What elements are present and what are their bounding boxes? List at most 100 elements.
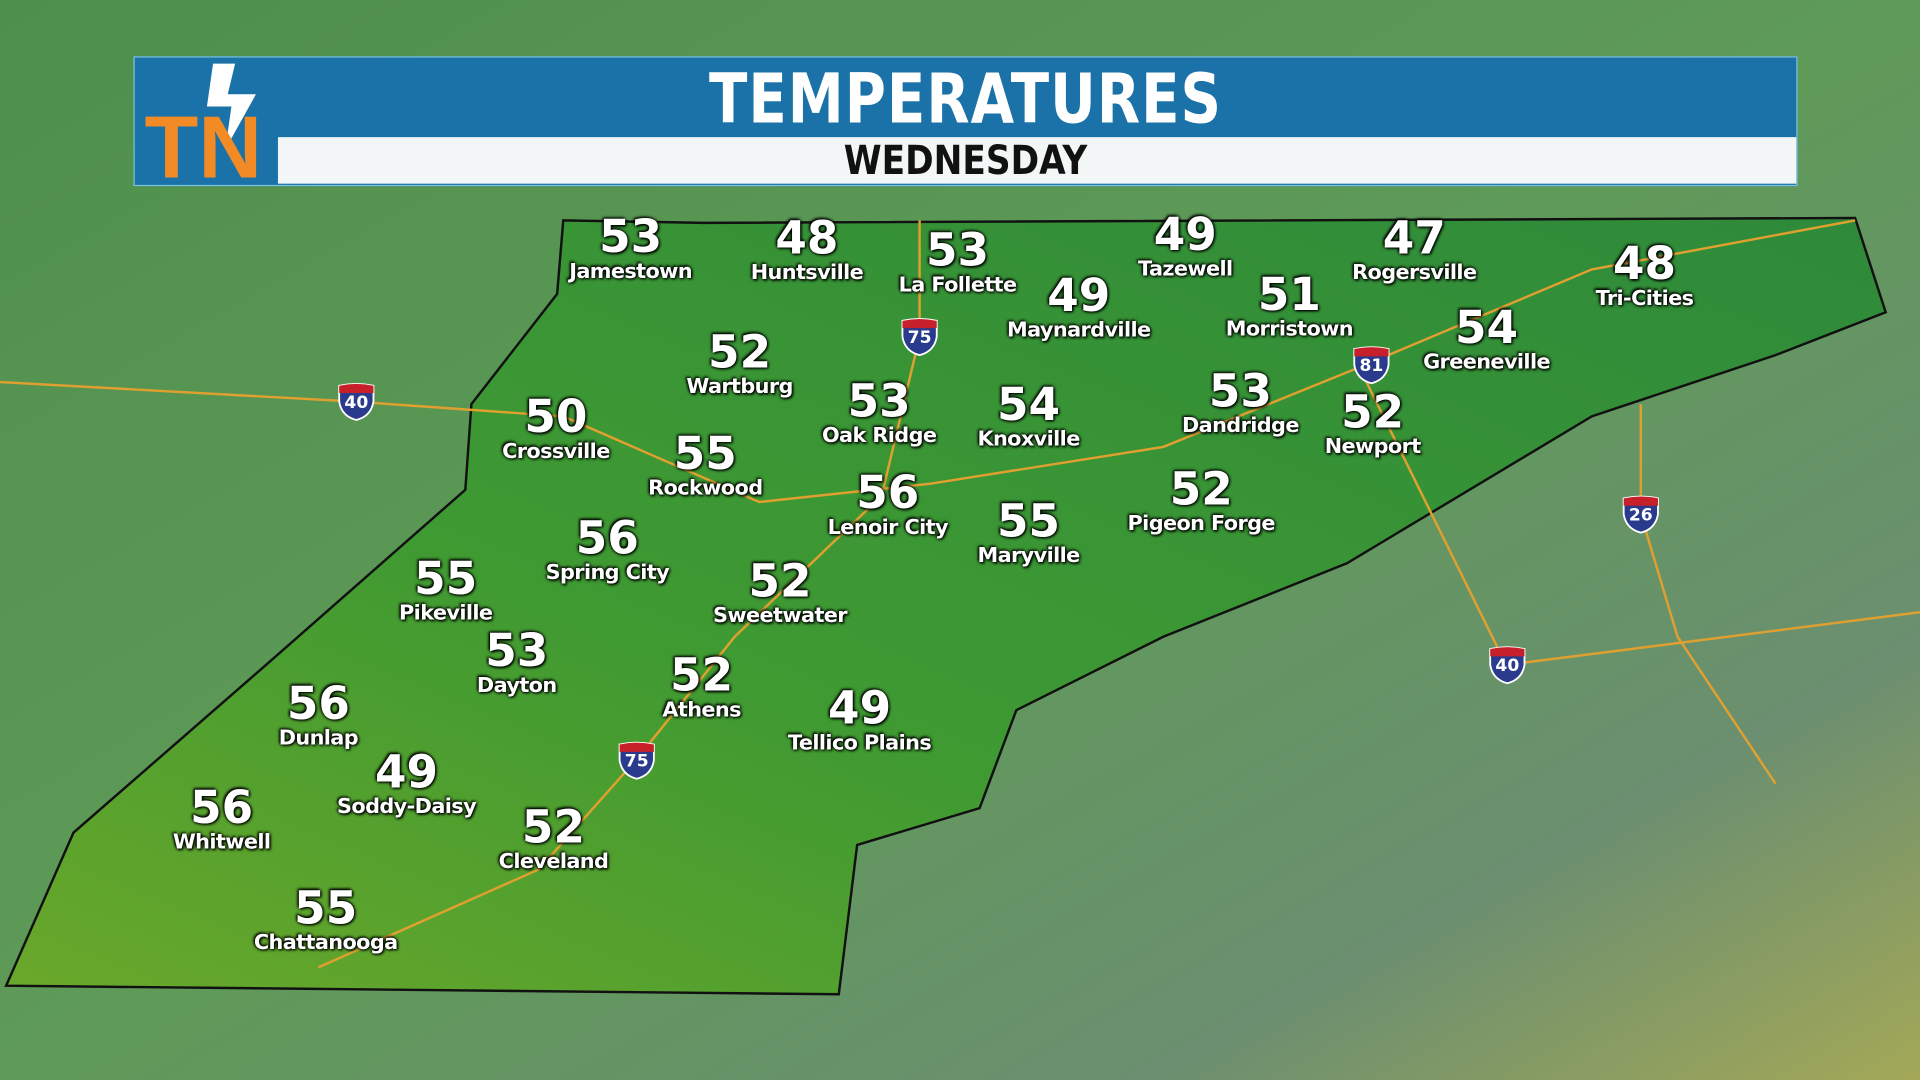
- city-name: La Follette: [898, 273, 1018, 298]
- city-name: Jamestown: [569, 259, 693, 285]
- temperature-value: 56: [856, 466, 920, 520]
- city-forecast: 52 Cleveland: [499, 804, 609, 874]
- city-forecast: 49 Tellico Plains: [788, 682, 932, 756]
- city-forecast: 52 Sweetwater: [713, 554, 848, 629]
- city-name: Dandridge: [1181, 413, 1299, 439]
- east-tennessee-region: [4, 216, 1888, 996]
- temperature-value: 53: [1208, 364, 1272, 418]
- day-label: WEDNESDAY: [843, 135, 1088, 184]
- temperature-value: 49: [828, 682, 892, 735]
- temperature-value: 53: [847, 374, 911, 428]
- city-name: Morristown: [1225, 317, 1354, 342]
- temperature-value: 48: [1612, 237, 1677, 291]
- city-forecast: 56 Whitwell: [173, 785, 271, 855]
- city-name: Maynardville: [1007, 318, 1151, 343]
- temperature-value: 52: [670, 648, 734, 702]
- temperature-value: 49: [1047, 269, 1111, 323]
- temperature-value: 53: [599, 210, 663, 264]
- temperature-value: 54: [997, 378, 1061, 432]
- city-forecast: 47 Rogersville: [1352, 211, 1477, 286]
- tn-logo: TN: [144, 63, 262, 185]
- city-forecast: 50 Crossville: [502, 394, 610, 464]
- city-name: Pigeon Forge: [1127, 511, 1276, 537]
- city-name: Cleveland: [498, 849, 609, 875]
- subtitle-bar: WEDNESDAY: [277, 137, 1797, 184]
- interstate-number: 81: [1359, 356, 1384, 376]
- temperature-value: 47: [1382, 211, 1446, 265]
- city-name: Huntsville: [750, 260, 864, 286]
- title-banner: TN TEMPERATURES WEDNESDAY: [133, 56, 1798, 187]
- interstate-shield-icon: 40: [1488, 645, 1527, 685]
- temperature-value: 56: [190, 781, 254, 834]
- city-forecast: 53 Dandridge: [1182, 369, 1299, 439]
- city-forecast: 52 Wartburg: [686, 325, 793, 400]
- city-name: Chattanooga: [253, 930, 398, 956]
- city-name: Rockwood: [648, 476, 763, 501]
- city-forecast: 54 Knoxville: [977, 378, 1080, 452]
- temperature-value: 54: [1455, 301, 1519, 354]
- city-name: Oak Ridge: [821, 423, 937, 449]
- city-forecast: 52 Athens: [662, 653, 741, 723]
- temperature-value: 53: [485, 624, 549, 678]
- interstate-shield-icon: 40: [337, 382, 376, 421]
- city-name: Sweetwater: [713, 603, 848, 629]
- city-forecast: 48 Huntsville: [750, 211, 864, 286]
- city-name: Soddy-Daisy: [337, 794, 477, 820]
- city-name: Rogersville: [1352, 260, 1477, 286]
- city-forecast: 53 Oak Ridge: [821, 374, 937, 449]
- city-forecast: 48 Tri-Cities: [1596, 241, 1694, 311]
- city-name: Pikeville: [399, 601, 493, 626]
- city-forecast: 49 Tazewell: [1138, 212, 1233, 282]
- temperature-value: 50: [524, 390, 588, 444]
- map-title: TEMPERATURES: [708, 60, 1223, 140]
- temperature-value: 52: [708, 325, 772, 379]
- city-name: Whitwell: [172, 830, 271, 855]
- interstate-number: 75: [907, 328, 932, 348]
- temperature-value: 55: [997, 494, 1061, 548]
- interstate-number: 75: [624, 751, 649, 772]
- temperature-value: 52: [748, 554, 812, 608]
- city-name: Tellico Plains: [788, 731, 932, 756]
- temperature-value: 52: [1169, 462, 1233, 516]
- interstate-shield-icon: 75: [617, 741, 656, 780]
- interstate-number: 40: [344, 393, 369, 413]
- city-forecast: 53 La Follette: [898, 224, 1018, 298]
- city-name: Maryville: [977, 543, 1080, 569]
- city-forecast: 49 Soddy-Daisy: [337, 745, 477, 820]
- temperature-value: 56: [286, 677, 350, 730]
- city-forecast: 51 Morristown: [1225, 272, 1354, 342]
- city-forecast: 55 Rockwood: [648, 427, 763, 501]
- city-name: Wartburg: [686, 374, 793, 400]
- temperature-value: 55: [414, 552, 478, 605]
- city-forecast: 54 Greeneville: [1423, 305, 1550, 375]
- temperature-value: 49: [374, 745, 439, 799]
- interstate-shield-icon: 75: [900, 317, 939, 357]
- interstate-shield-icon: 26: [1621, 495, 1660, 534]
- city-name: Crossville: [502, 439, 610, 465]
- city-forecast: 56 Spring City: [545, 511, 670, 586]
- city-forecast: 55 Maryville: [977, 494, 1080, 569]
- svg-text:TN: TN: [144, 98, 262, 185]
- temperature-value: 55: [673, 427, 737, 481]
- city-forecast: 52 Pigeon Forge: [1127, 462, 1276, 537]
- temperature-value: 49: [1153, 208, 1217, 261]
- city-forecast: 55 Pikeville: [399, 552, 493, 626]
- city-forecast: 53 Dayton: [477, 628, 557, 698]
- city-forecast: 49 Maynardville: [1007, 269, 1151, 343]
- city-name: Spring City: [545, 560, 670, 586]
- city-forecast: 52 Newport: [1324, 389, 1422, 460]
- temperature-value: 53: [926, 224, 990, 277]
- city-name: Dunlap: [278, 726, 359, 751]
- interstate-number: 26: [1628, 505, 1653, 526]
- city-name: Athens: [662, 697, 741, 723]
- city-name: Greeneville: [1423, 350, 1550, 375]
- city-name: Newport: [1324, 434, 1422, 460]
- city-forecast: 56 Dunlap: [278, 677, 359, 751]
- temperature-value: 56: [575, 511, 639, 565]
- city-name: Tazewell: [1138, 257, 1233, 282]
- city-forecast: 55 Chattanooga: [254, 885, 398, 955]
- temperature-value: 48: [775, 211, 839, 265]
- city-forecast: 56 Lenoir City: [828, 466, 949, 540]
- temperature-value: 55: [294, 881, 358, 935]
